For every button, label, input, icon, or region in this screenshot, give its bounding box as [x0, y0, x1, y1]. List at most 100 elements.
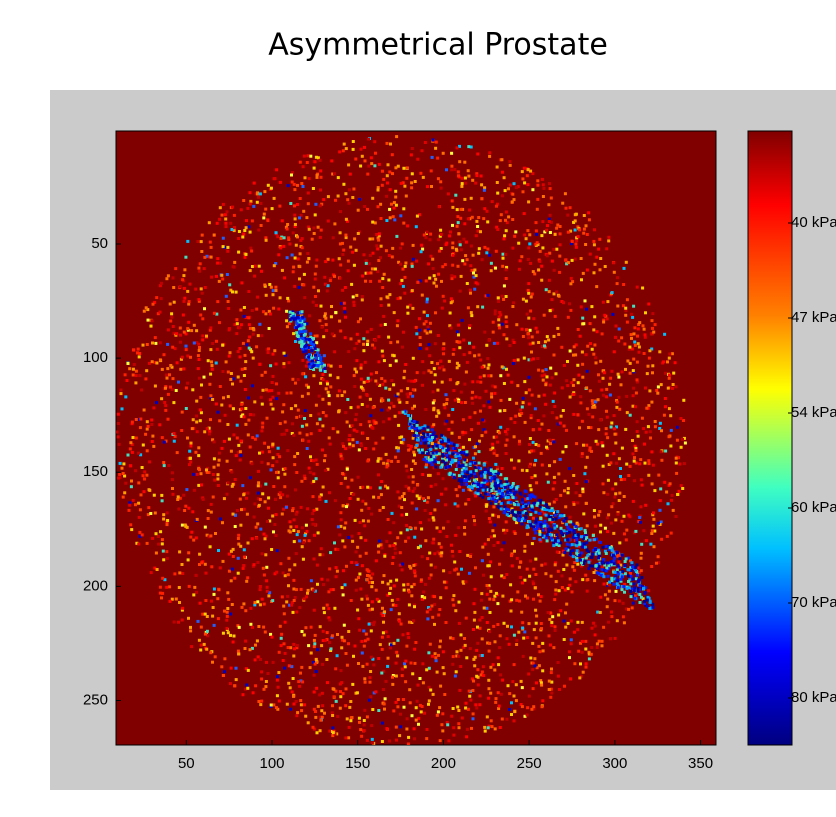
texture-cell [368, 262, 371, 265]
texture-cell [371, 344, 374, 347]
texture-cell [313, 167, 316, 170]
texture-cell [602, 482, 605, 485]
texture-cell [336, 376, 339, 379]
texture-cell [608, 383, 611, 386]
texture-cell [675, 515, 678, 518]
texture-cell [398, 734, 401, 737]
texture-cell [449, 378, 452, 381]
texture-cell [249, 476, 252, 479]
texture-cell [420, 244, 423, 247]
texture-cell [272, 375, 275, 378]
texture-cell [566, 214, 569, 217]
texture-cell [167, 274, 170, 277]
texture-cell [358, 198, 361, 201]
texture-cell [222, 370, 225, 373]
texture-cell [226, 250, 229, 253]
texture-cell [400, 506, 403, 509]
texture-cell [292, 611, 295, 614]
texture-cell [638, 462, 641, 465]
texture-cell [312, 726, 315, 729]
texture-cell [420, 578, 423, 581]
texture-cell [347, 260, 350, 263]
texture-cell [586, 233, 589, 236]
texture-cell [369, 280, 372, 283]
texture-cell [382, 506, 385, 509]
texture-cell [618, 499, 621, 502]
texture-cell [581, 651, 584, 654]
texture-cell [675, 462, 678, 465]
texture-cell [605, 552, 608, 555]
texture-cell [508, 643, 511, 646]
texture-cell [181, 607, 184, 610]
texture-cell [226, 615, 229, 618]
texture-cell [461, 464, 464, 467]
texture-cell [226, 607, 229, 610]
texture-cell [467, 708, 470, 711]
texture-cell [548, 634, 551, 637]
texture-cell [552, 488, 555, 491]
texture-cell [599, 596, 602, 599]
texture-cell [213, 479, 216, 482]
texture-cell [624, 560, 627, 563]
texture-cell [381, 722, 384, 725]
texture-cell [421, 384, 424, 387]
texture-cell [412, 388, 415, 391]
texture-cell [553, 405, 556, 408]
texture-cell [374, 268, 377, 271]
texture-cell [259, 603, 262, 606]
texture-cell [404, 680, 407, 683]
texture-cell [345, 687, 348, 690]
texture-cell [172, 401, 175, 404]
texture-cell [300, 709, 303, 712]
texture-cell [418, 317, 421, 320]
texture-cell [508, 708, 511, 711]
texture-cell [523, 545, 526, 548]
texture-cell [353, 264, 356, 267]
texture-cell [341, 394, 344, 397]
texture-cell [532, 705, 535, 708]
texture-cell [535, 221, 538, 224]
texture-cell [236, 509, 239, 512]
texture-cell [320, 644, 323, 647]
texture-cell [610, 611, 613, 614]
texture-cell [612, 502, 615, 505]
texture-cell [394, 415, 397, 418]
texture-cell [417, 546, 420, 549]
texture-cell [416, 371, 419, 374]
texture-cell [361, 295, 364, 298]
texture-cell [476, 442, 479, 445]
texture-cell [586, 407, 589, 410]
texture-cell [145, 474, 148, 477]
texture-cell [457, 174, 460, 177]
texture-cell [616, 305, 619, 308]
texture-cell [443, 368, 446, 371]
texture-cell [166, 377, 169, 380]
texture-cell [193, 586, 196, 589]
texture-cell [352, 444, 355, 447]
texture-cell [634, 344, 637, 347]
texture-cell [503, 382, 506, 385]
texture-cell [468, 416, 471, 419]
texture-cell [521, 581, 524, 584]
texture-cell [291, 378, 294, 381]
texture-cell [521, 686, 524, 689]
texture-cell [618, 492, 621, 495]
texture-cell [428, 667, 431, 670]
texture-cell [636, 420, 639, 423]
texture-cell [375, 559, 378, 562]
texture-cell [256, 201, 259, 204]
texture-cell [209, 418, 212, 421]
texture-cell [310, 432, 313, 435]
texture-cell [120, 389, 123, 392]
texture-cell [536, 198, 539, 201]
texture-cell [600, 389, 603, 392]
texture-cell [360, 536, 363, 539]
texture-cell [543, 344, 546, 347]
texture-cell [615, 590, 618, 593]
texture-cell [389, 364, 392, 367]
texture-cell [260, 224, 263, 227]
texture-cell [501, 679, 504, 682]
texture-cell [405, 513, 408, 516]
texture-cell [356, 333, 359, 336]
texture-cell [544, 340, 547, 343]
